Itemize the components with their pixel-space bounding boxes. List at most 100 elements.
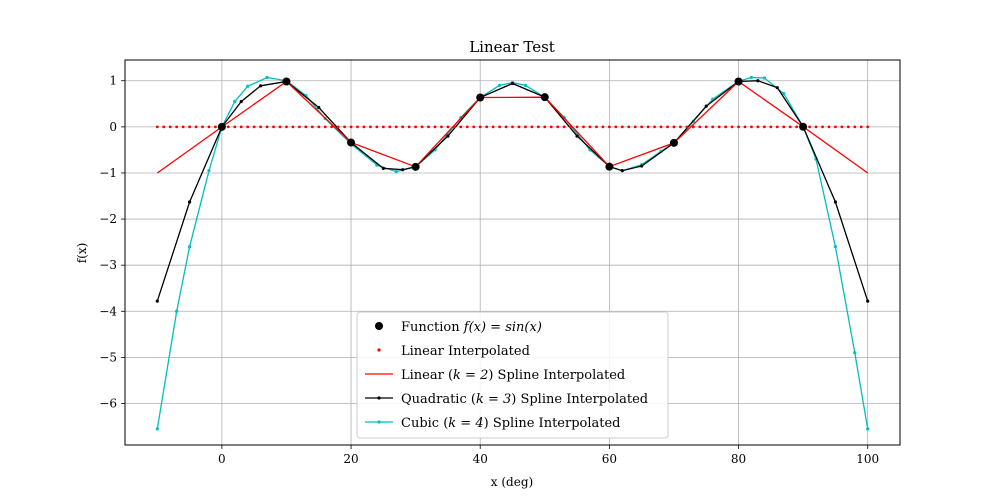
data-marker bbox=[605, 162, 614, 171]
series-point bbox=[666, 125, 669, 129]
series-point bbox=[510, 81, 515, 86]
series-point bbox=[452, 125, 456, 129]
series-point bbox=[246, 84, 250, 88]
series-point bbox=[556, 125, 560, 129]
data-marker bbox=[282, 77, 291, 86]
series-point bbox=[614, 125, 618, 129]
series-point bbox=[691, 125, 695, 129]
data-marker bbox=[411, 162, 420, 171]
series-point bbox=[187, 200, 192, 204]
series-point bbox=[562, 125, 566, 129]
series-point bbox=[549, 125, 553, 129]
legend-label: Cubic (k = 4) Spline Interpolated bbox=[401, 416, 621, 431]
series-point bbox=[756, 79, 760, 83]
series-point bbox=[175, 125, 179, 129]
x-tick-label: 80 bbox=[731, 452, 746, 466]
series-point bbox=[362, 125, 366, 129]
series-point bbox=[485, 125, 489, 129]
series-point bbox=[640, 164, 644, 168]
series-point bbox=[194, 125, 198, 129]
series-point bbox=[239, 125, 243, 129]
series-point bbox=[762, 125, 766, 129]
x-tick-label: 40 bbox=[473, 452, 488, 466]
series-point bbox=[833, 200, 838, 204]
series-point bbox=[155, 427, 159, 431]
series-point bbox=[310, 125, 314, 129]
series-point bbox=[207, 125, 211, 129]
series-point bbox=[336, 125, 340, 129]
series-point bbox=[188, 125, 191, 129]
series-point bbox=[155, 125, 159, 129]
series-point bbox=[511, 125, 514, 129]
series-point bbox=[846, 125, 850, 129]
legend: Function f(x) = sin(x) Linear Interpolate… bbox=[356, 311, 669, 439]
series-point bbox=[265, 75, 269, 80]
series-point bbox=[853, 351, 857, 355]
x-axis-label: x (deg) bbox=[491, 475, 533, 489]
axis-ticks: 0 20 40 60 80 100 1 0 −1 −2 −3 −4 −5 −6 bbox=[99, 74, 879, 466]
series-point bbox=[259, 125, 263, 129]
series-point bbox=[853, 125, 857, 129]
series-point bbox=[659, 125, 663, 129]
series-point bbox=[750, 125, 753, 129]
series-point bbox=[575, 134, 579, 138]
series-point bbox=[724, 125, 728, 129]
legend-marker bbox=[377, 396, 381, 400]
series-point bbox=[414, 125, 418, 129]
series-point bbox=[859, 125, 863, 129]
series-point bbox=[401, 168, 405, 172]
legend-box bbox=[356, 311, 669, 439]
series-3 bbox=[155, 79, 870, 303]
series-point bbox=[433, 125, 437, 129]
series-point bbox=[297, 125, 301, 129]
series-point bbox=[504, 125, 508, 129]
series-point bbox=[330, 125, 334, 129]
y-tick-label: 1 bbox=[109, 74, 117, 88]
series-point bbox=[523, 83, 528, 87]
series-point bbox=[446, 125, 450, 129]
series-point bbox=[356, 125, 359, 129]
series-point bbox=[679, 125, 682, 129]
x-tick-label: 60 bbox=[602, 452, 617, 466]
series-point bbox=[788, 125, 792, 129]
series-point bbox=[646, 125, 650, 129]
series-point bbox=[181, 125, 185, 129]
series-0 bbox=[217, 77, 808, 171]
series-point bbox=[369, 125, 372, 129]
series-point bbox=[769, 125, 773, 129]
y-tick-label: −1 bbox=[99, 166, 117, 180]
legend-label: Linear (k = 2) Spline Interpolated bbox=[401, 368, 625, 383]
series-point bbox=[427, 125, 430, 129]
series-point bbox=[440, 125, 443, 129]
series-point bbox=[239, 99, 243, 104]
series-point bbox=[285, 125, 288, 129]
series-point bbox=[595, 125, 598, 129]
series-point bbox=[814, 125, 818, 129]
series-point bbox=[743, 125, 747, 129]
series-line bbox=[156, 80, 869, 302]
series-point bbox=[833, 245, 838, 249]
series-point bbox=[252, 125, 256, 129]
series-point bbox=[394, 125, 398, 129]
y-tick-label: −3 bbox=[99, 258, 117, 272]
series-point bbox=[866, 299, 870, 303]
series-point bbox=[530, 125, 534, 129]
series-point bbox=[394, 169, 398, 174]
series-point bbox=[259, 84, 263, 88]
series-point bbox=[737, 125, 740, 129]
series-point bbox=[498, 125, 501, 129]
series-1 bbox=[155, 125, 870, 129]
data-marker bbox=[669, 138, 678, 147]
plot-frame bbox=[124, 59, 901, 446]
x-tick-label: 100 bbox=[856, 452, 879, 466]
series-point bbox=[317, 105, 321, 110]
series-point bbox=[698, 125, 702, 129]
data-marker bbox=[540, 93, 549, 102]
y-tick-label: −5 bbox=[99, 350, 117, 364]
series-point bbox=[607, 125, 611, 129]
series-point bbox=[497, 83, 502, 87]
series-point bbox=[168, 125, 172, 129]
series-point bbox=[866, 427, 870, 431]
series-point bbox=[291, 125, 295, 129]
